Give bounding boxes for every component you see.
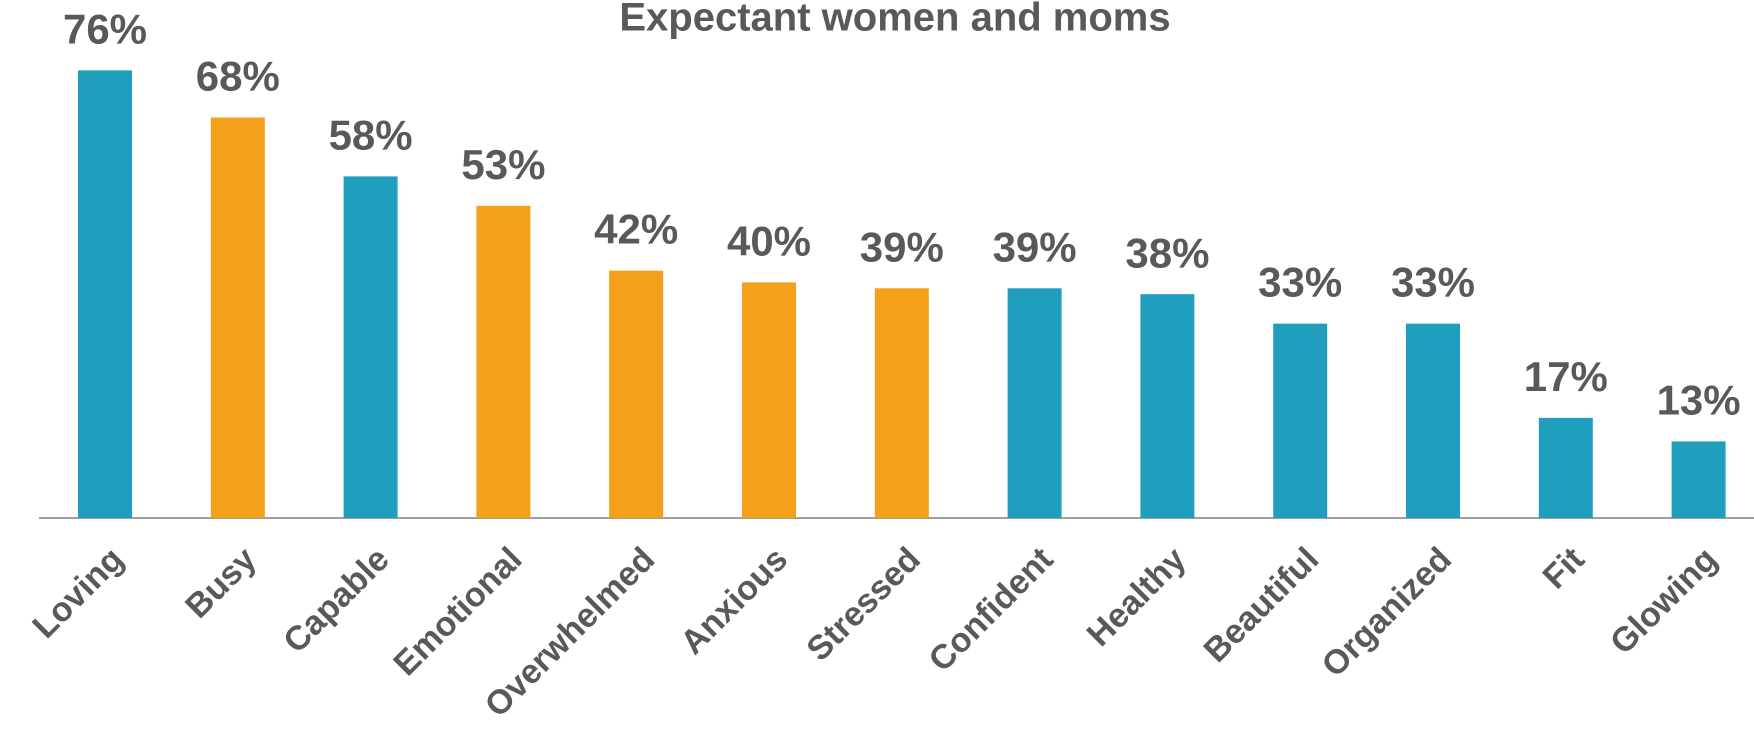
value-label: 13%	[1657, 377, 1741, 424]
value-label: 53%	[461, 141, 545, 188]
x-tick-label: Glowing	[1603, 540, 1725, 662]
x-tick-label: Fit	[1536, 540, 1592, 596]
x-tick-label: Beautiful	[1196, 540, 1326, 670]
chart-title: Expectant women and moms	[619, 0, 1170, 40]
bar	[1273, 323, 1328, 518]
value-label: 33%	[1391, 259, 1475, 306]
bar	[476, 205, 531, 518]
x-tick-label: Loving	[25, 540, 131, 646]
value-label: 38%	[1125, 229, 1209, 276]
bar	[343, 176, 398, 518]
bar	[1007, 288, 1062, 518]
x-tick-label: Capable	[276, 540, 396, 660]
bar	[1538, 417, 1593, 518]
x-tick-label: Confident	[922, 540, 1061, 679]
bar	[78, 70, 132, 519]
x-tick-label: Busy	[178, 540, 264, 626]
x-tick-label: Emotional	[386, 540, 529, 683]
bar	[210, 117, 265, 518]
value-label: 58%	[329, 111, 413, 158]
x-tick-label: Organized	[1315, 540, 1459, 684]
x-tick-label: Anxious	[673, 540, 795, 662]
bar	[742, 282, 796, 518]
value-label: 40%	[727, 217, 811, 264]
bar	[609, 270, 664, 518]
value-label: 42%	[594, 206, 678, 253]
value-label: 33%	[1258, 259, 1342, 306]
bar	[1406, 323, 1460, 518]
value-label: 68%	[196, 53, 280, 100]
value-label: 39%	[860, 223, 944, 270]
bar	[1140, 294, 1195, 518]
x-tick-label: Stressed	[799, 540, 927, 668]
x-tick-label: Healthy	[1080, 540, 1194, 654]
value-label: 39%	[993, 223, 1077, 270]
bar	[874, 288, 929, 518]
bar	[1671, 441, 1726, 518]
value-label: 17%	[1524, 353, 1608, 400]
value-label: 76%	[63, 5, 147, 52]
